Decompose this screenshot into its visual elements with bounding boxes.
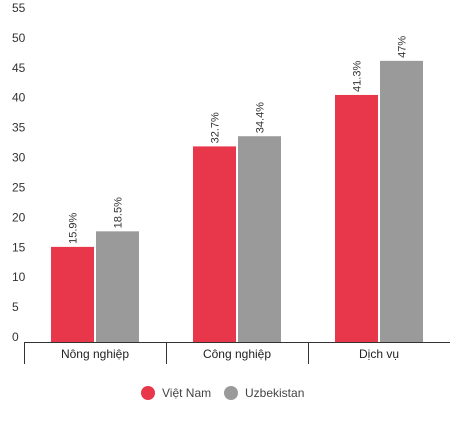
bar: [238, 136, 281, 342]
y-tick-label: 30: [12, 151, 26, 165]
y-tick-label: 20: [12, 210, 26, 224]
data-label: 18.5%: [113, 197, 125, 228]
x-tick-label: Nông nghiệp: [61, 347, 129, 361]
data-label: 41.3%: [352, 61, 364, 92]
legend-label: Việt Nam: [162, 386, 211, 400]
y-axis: 0 5 10 15 20 25 30 35 40 45 50 55: [12, 1, 26, 344]
y-tick-label: 50: [12, 31, 26, 45]
legend-marker: [224, 386, 238, 400]
bar: [193, 146, 236, 342]
x-axis: Nông nghiệp Công nghiệp Dịch vụ: [24, 342, 450, 364]
x-tick-label: Dịch vụ: [359, 347, 399, 361]
bar: [51, 246, 94, 342]
bar: [335, 94, 378, 342]
legend-marker: [141, 386, 155, 400]
y-tick-label: 55: [12, 1, 26, 15]
data-label: 15.9%: [68, 212, 80, 243]
y-tick-label: 35: [12, 121, 26, 135]
y-tick-label: 45: [12, 61, 26, 75]
data-label: 32.7%: [210, 112, 222, 143]
y-tick-label: 15: [12, 240, 26, 254]
y-tick-label: 0: [12, 330, 19, 344]
y-tick-label: 10: [12, 270, 26, 284]
legend-label: Uzbekistan: [245, 386, 304, 400]
bars: 15.9% 18.5% 32.7% 34.4% 41.3% 47%: [51, 36, 423, 342]
bar: [380, 60, 423, 342]
y-tick-label: 5: [12, 300, 19, 314]
y-tick-label: 25: [12, 180, 26, 194]
data-label: 47%: [397, 36, 409, 58]
y-tick-label: 40: [12, 91, 26, 105]
x-tick-label: Công nghiệp: [203, 347, 271, 361]
data-label: 34.4%: [255, 102, 267, 133]
legend: Việt Nam Uzbekistan: [141, 386, 304, 400]
bar: [96, 231, 139, 342]
